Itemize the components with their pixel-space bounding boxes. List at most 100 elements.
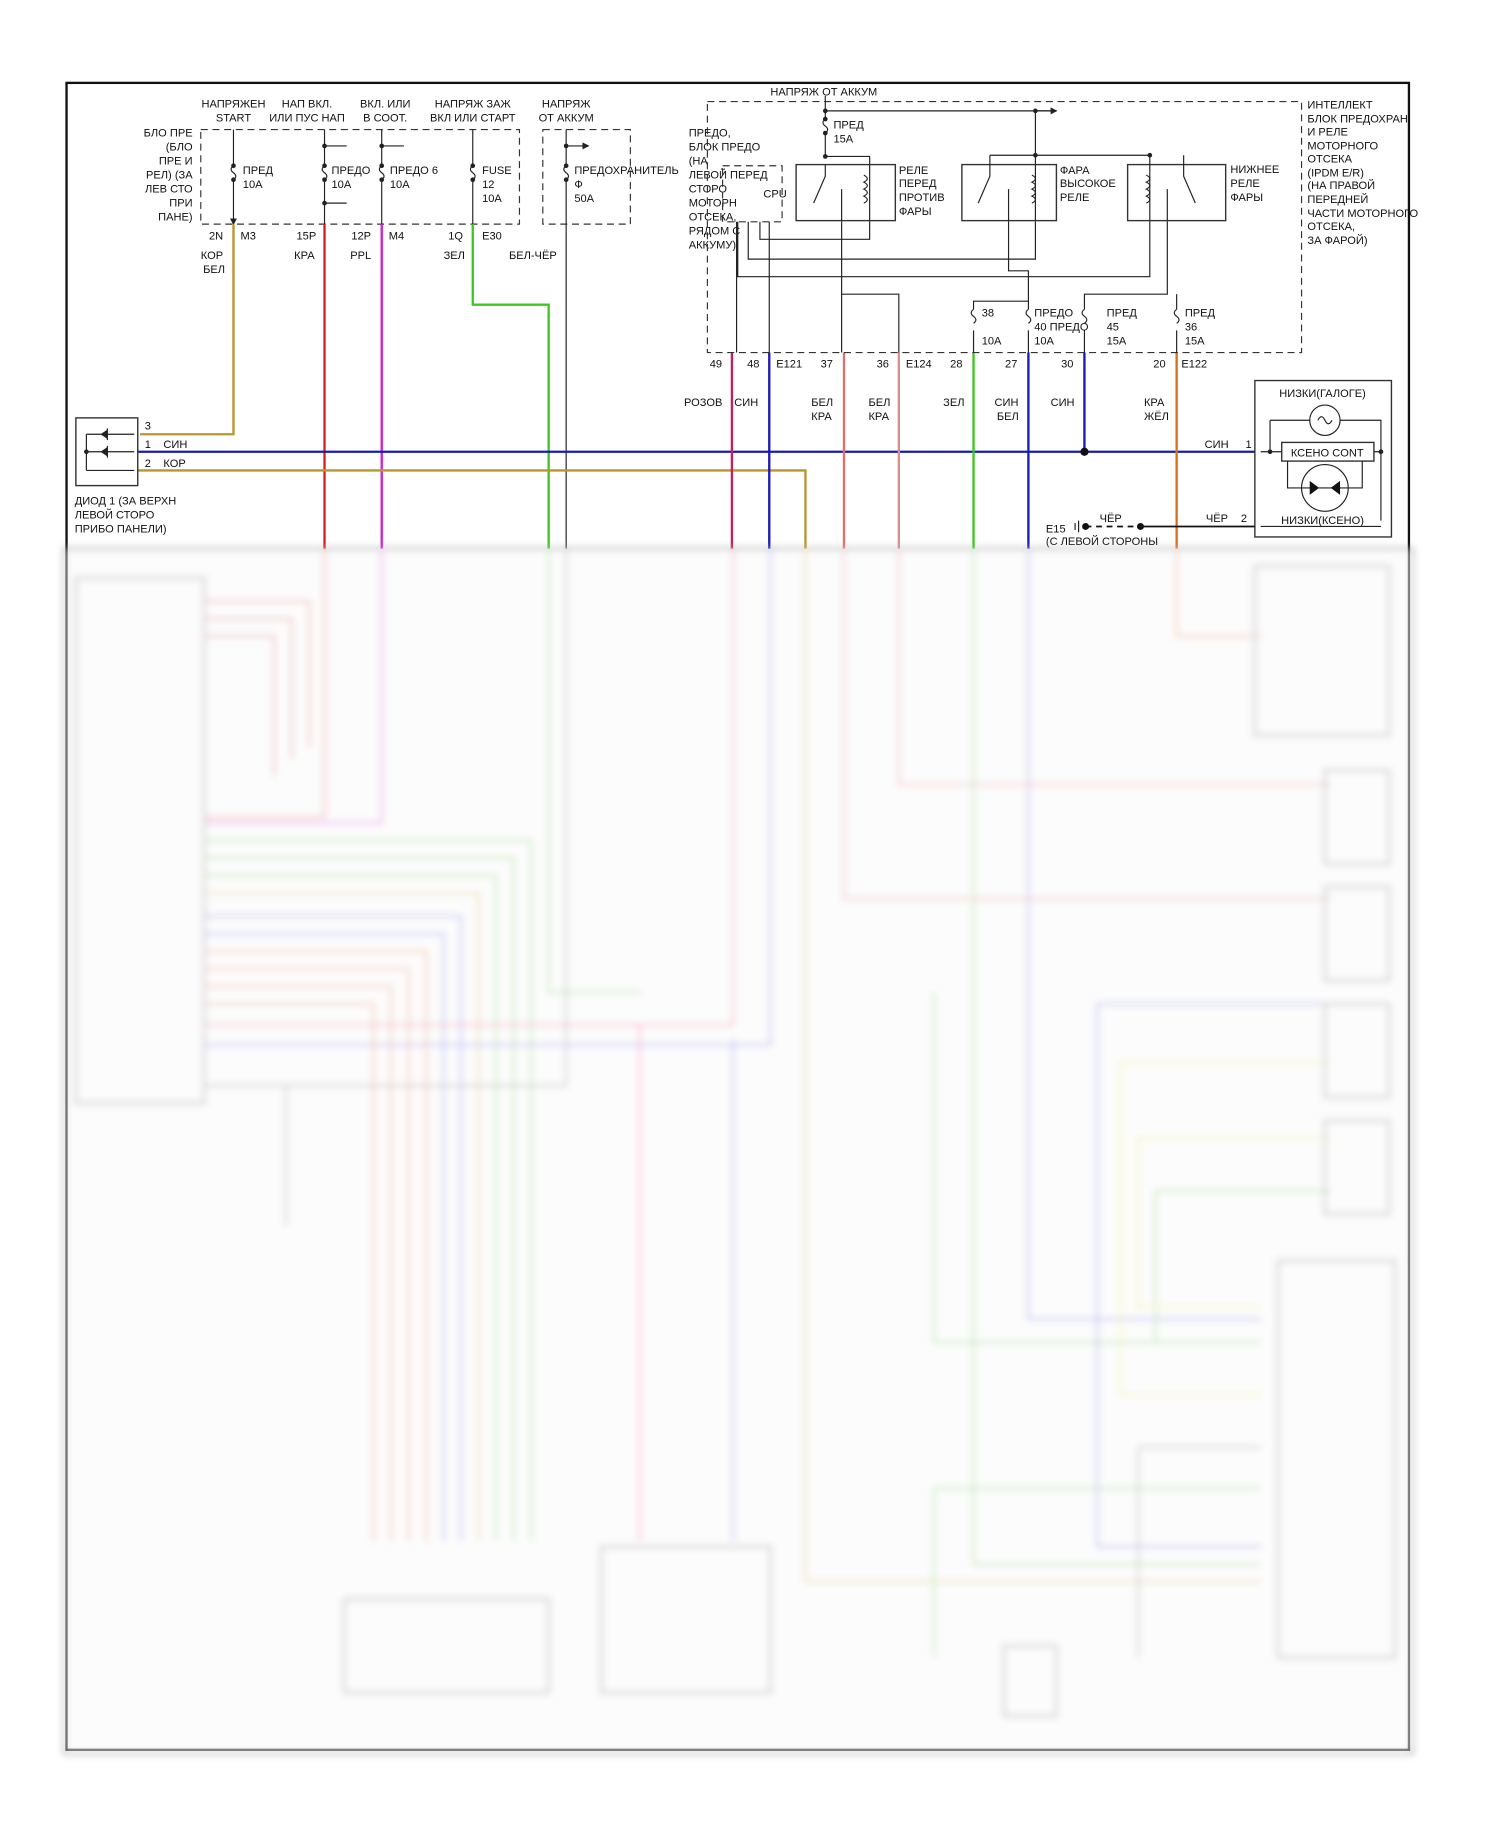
fuse-label: ПРЕДОХРАНИТЕЛЬ xyxy=(574,165,678,177)
fuse-label: 10A xyxy=(1034,335,1054,347)
wire-color-label: ЗЕЛ xyxy=(444,250,465,262)
fuse-block-label: (БЛО xyxy=(166,142,193,154)
connector-label: 2N xyxy=(209,230,223,242)
connector-label: 1Q xyxy=(448,230,463,242)
wire-color-label: КРА xyxy=(294,250,315,262)
connector-label: M4 xyxy=(389,230,404,242)
pin-label: 49 xyxy=(710,359,722,371)
lamp-label: НИЗКИ(КСЕНО) xyxy=(1281,515,1364,527)
relay-label: РЕЛЕ xyxy=(1060,192,1089,204)
wire-color-label: СИН xyxy=(1051,397,1075,409)
relay-label: ПЕРЕД xyxy=(899,178,937,190)
fuse-block-label: БЛО ПРЕ xyxy=(144,128,193,140)
pin-label: 30 xyxy=(1061,359,1073,371)
wire-color-label: СИН xyxy=(1205,439,1229,451)
relay-front-fog xyxy=(795,163,897,222)
engine-fuse-block-label: БЛОК ПРЕДО xyxy=(689,142,761,154)
fuse-label: 15A xyxy=(1107,335,1127,347)
fuse-label: ПРЕД xyxy=(1185,307,1216,319)
relay-label: ПРОТИВ xyxy=(899,192,945,204)
wire-color-label: СИН xyxy=(734,397,758,409)
ipdm-label: БЛОК ПРЕДОХРАН xyxy=(1307,114,1407,126)
wire-color-label: СИН xyxy=(163,439,187,451)
pin-label: E121 xyxy=(776,359,802,371)
ipdm-label: ОТСЕКА xyxy=(1307,153,1352,165)
wire-color-label: БЕЛ xyxy=(868,397,890,409)
pin-label: E122 xyxy=(1181,359,1207,371)
fuse-block-label: ПАНЕ) xyxy=(158,212,192,224)
wire-color-label: КРА xyxy=(868,411,889,423)
xenon-controller xyxy=(1281,441,1375,462)
cpu-box xyxy=(721,165,783,223)
fuse-label: 10A xyxy=(982,335,1002,347)
relay-label: ФАРЫ xyxy=(1230,192,1263,204)
supply-label: НАП ВКЛ. xyxy=(282,98,333,110)
pin-label: 2 xyxy=(1241,513,1247,525)
fuse-block-label: РЕЛ) (ЗА xyxy=(146,170,193,182)
coil-icon xyxy=(1030,174,1036,204)
engine-fuse-block-label: ОТСЕКА, xyxy=(689,212,737,224)
wire-color-label: ЧЁР xyxy=(1100,513,1122,525)
pin-label: 37 xyxy=(821,359,833,371)
wire-color-label: БЕЛ xyxy=(203,264,225,276)
ipdm-label: ОТСЕКА, xyxy=(1307,221,1355,233)
fuse-icon xyxy=(970,308,1180,353)
fuse-label: 36 xyxy=(1185,321,1197,333)
relay-label: ФАРЫ xyxy=(899,206,932,218)
coil-icon xyxy=(1144,174,1151,204)
fuse-icon xyxy=(822,118,829,134)
ground-label: (С ЛЕВОЙ СТОРОНЫ xyxy=(1046,535,1158,548)
blurred-lower-diagram xyxy=(62,546,1415,1756)
connector-label: M3 xyxy=(240,230,255,242)
fuse-label: ПРЕДО xyxy=(332,165,371,177)
pin-label: 27 xyxy=(1005,359,1017,371)
fuse-label: 10A xyxy=(332,179,352,191)
engine-fuse-block-label: ПРЕДО, xyxy=(689,128,731,140)
supply-label: ВКЛ ИЛИ СТАРТ xyxy=(430,112,516,124)
connector-label: 15P xyxy=(297,230,317,242)
wire-color-label: БЕЛ xyxy=(997,411,1019,423)
fuse-label: ПРЕДО 6 xyxy=(390,165,438,177)
pin-label: 1 xyxy=(145,439,151,451)
wire-color-label: КОР xyxy=(201,250,223,262)
relay-label: РЕЛЕ xyxy=(899,165,928,177)
ipdm-label: ПЕРЕДНЕЙ xyxy=(1307,193,1368,206)
relay-low-beam xyxy=(1126,163,1227,222)
wire-color-label: КРА xyxy=(1144,397,1165,409)
fuse-label: 50A xyxy=(574,193,594,205)
coil-icon xyxy=(862,174,868,204)
ipdm-block: НАПРЯЖ ОТ АККУМ ИНТЕЛЛЕКТ БЛОК ПРЕДОХРАН… xyxy=(684,87,1418,424)
relay-label: ВЫСОКОЕ xyxy=(1060,178,1116,190)
supply-label: ОТ АККУМ xyxy=(539,112,594,124)
fuse-label: 10A xyxy=(390,179,410,191)
fuse-label: ПРЕД xyxy=(1107,307,1138,319)
ipdm-label: МОТОРНОГО xyxy=(1307,140,1378,152)
fuse-label: 45 xyxy=(1107,321,1119,333)
fuse-label: ПРЕД xyxy=(243,165,274,177)
ipdm-label: (НА ПРАВОЙ xyxy=(1307,179,1375,192)
pin-label: E124 xyxy=(906,359,932,371)
wires-top xyxy=(137,224,1255,549)
fuse-label: 40 ПРЕДО xyxy=(1034,321,1089,333)
fuse-block-label: ЛЕВ СТО xyxy=(145,184,193,196)
pin-label: 36 xyxy=(877,359,889,371)
fuse-block-label: ПРЕ И xyxy=(159,156,193,168)
relay-label: РЕЛЕ xyxy=(1230,178,1259,190)
cpu-label: CPU xyxy=(763,188,786,200)
ipdm-supply-label: НАПРЯЖ ОТ АККУМ xyxy=(770,87,877,99)
fuse-icon xyxy=(230,163,476,183)
fuse-label: 10A xyxy=(482,193,502,205)
wire-color-label: КРА xyxy=(811,411,832,423)
fuse-block-label: ПРИ xyxy=(169,198,192,210)
left-fuse-block: БЛО ПРЕ (БЛО ПРЕ И РЕЛ) (ЗА ЛЕВ СТО ПРИ … xyxy=(144,98,594,276)
engine-fuse-block-label: МОТОРН xyxy=(689,198,737,210)
diode-label: ПРИБО ПАНЕЛИ) xyxy=(75,523,167,535)
supply-label: НАПРЯЖ ЗАЖ xyxy=(435,98,512,110)
ipdm-label: ИНТЕЛЛЕКТ xyxy=(1307,100,1373,112)
fuse-icon xyxy=(563,165,570,181)
pin-label: 1 xyxy=(1246,439,1252,451)
wire-kor xyxy=(137,469,807,549)
wire-color-label: БЕЛ xyxy=(811,397,833,409)
fuse-label: 38 xyxy=(982,307,994,319)
